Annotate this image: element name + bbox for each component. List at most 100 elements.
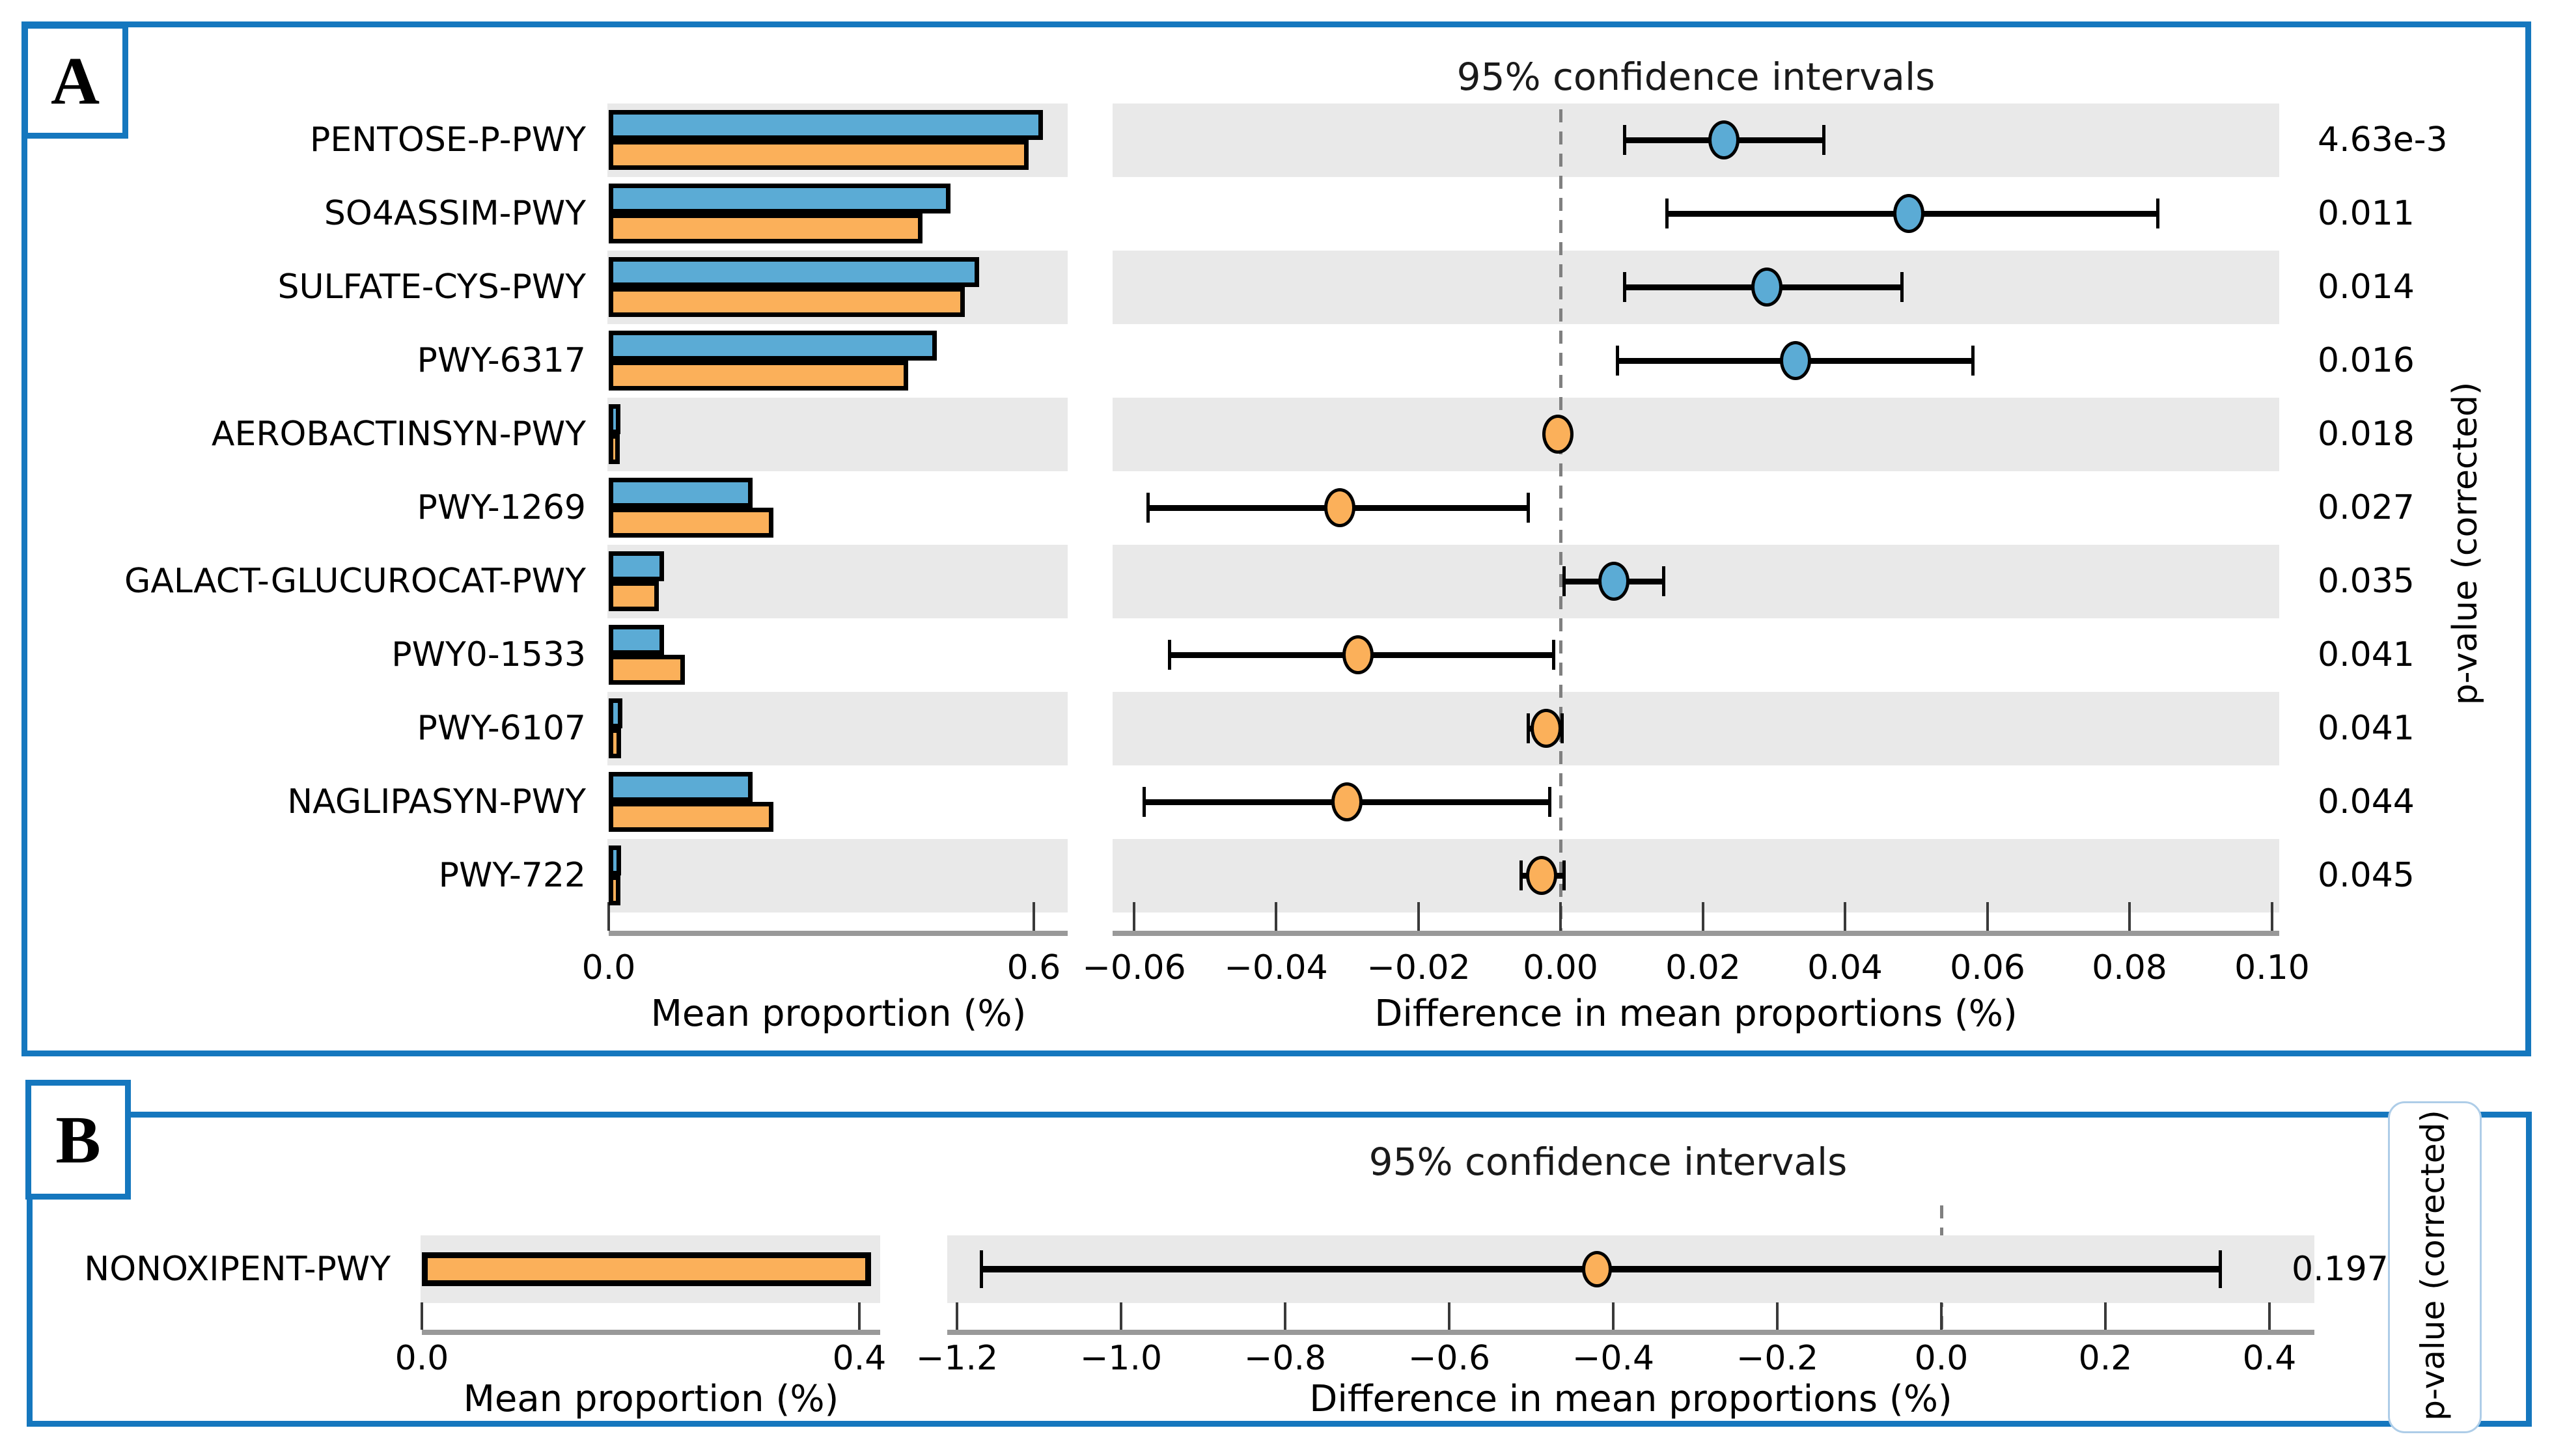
row-label: SULFATE-CYS-PWY	[277, 268, 586, 307]
bar-group1	[609, 698, 622, 728]
ci-dot	[1708, 120, 1740, 159]
ci-cap-low	[1168, 640, 1171, 670]
panel-a-title: 95% confidence intervals	[1456, 55, 1935, 99]
ci-dot	[1331, 782, 1363, 821]
bar-group2	[609, 287, 965, 317]
ci-dot	[1531, 709, 1562, 748]
bar-group1	[609, 331, 937, 361]
ci-cap-low	[1519, 860, 1523, 890]
row-band-bar	[607, 692, 1068, 765]
pvalue: 0.041	[2318, 709, 2415, 748]
x-tick	[1612, 1302, 1615, 1330]
x-tick	[858, 1302, 861, 1330]
ci-cap-high	[1562, 860, 1566, 890]
row-band-diff	[1113, 545, 2279, 618]
bar-group1	[609, 404, 620, 434]
x-tick	[2271, 902, 2273, 931]
ci-cap-low	[1623, 272, 1626, 302]
pvalue: 0.018	[2318, 415, 2415, 454]
pvalue: 0.044	[2318, 782, 2415, 821]
ci-dot	[1893, 194, 1924, 233]
row-label: PWY-6317	[417, 341, 586, 380]
ci-cap-low	[1665, 199, 1669, 228]
x-tick	[1120, 1302, 1122, 1330]
pvalue: 0.197	[2292, 1250, 2389, 1289]
x-tick	[421, 1302, 423, 1330]
panel-a-bar-xlabel: Mean proportion (%)	[650, 993, 1027, 1035]
x-tick	[1776, 1302, 1779, 1330]
ci-cap-high	[2219, 1250, 2222, 1288]
pvalue: 0.041	[2318, 635, 2415, 674]
row-label: GALACT-GLUCUROCAT-PWY	[124, 562, 586, 601]
x-tick-label: −1.0	[1079, 1339, 1163, 1378]
panel-b-bar-xlabel: Mean proportion (%)	[463, 1378, 839, 1420]
x-tick	[607, 902, 610, 931]
row-band-diff	[1113, 839, 2279, 913]
panel-b-label: B	[55, 1102, 101, 1177]
ci-cap-high	[1548, 787, 1551, 817]
bar-group2	[609, 508, 773, 538]
row-band-bar	[607, 839, 1068, 913]
x-tick	[1702, 902, 1704, 931]
x-tick	[2268, 1302, 2271, 1330]
x-tick-label: 0.6	[1006, 948, 1061, 987]
x-tick-label: 0.00	[1523, 948, 1598, 987]
bar-group1	[609, 110, 1043, 140]
x-tick	[1417, 902, 1420, 931]
ci-dot	[1342, 635, 1374, 674]
ci-dot	[1751, 268, 1782, 307]
x-tick	[1033, 902, 1035, 931]
ci-dot	[1598, 562, 1630, 601]
bar-group2	[609, 728, 621, 758]
bar-group2	[609, 875, 620, 905]
x-axis-line	[422, 1330, 880, 1335]
row-band-bar	[607, 545, 1068, 618]
row-label: NAGLIPASYN-PWY	[287, 782, 586, 821]
ci-cap-high	[1971, 346, 1975, 376]
row-label: PWY0-1533	[391, 635, 586, 674]
x-tick	[1133, 902, 1135, 931]
panel-b-border	[27, 1112, 2532, 1427]
x-tick-label: 0.0	[395, 1339, 449, 1378]
ci-cap-low	[1623, 125, 1626, 155]
x-tick-label: 0.2	[2078, 1339, 2133, 1378]
x-tick-label: −0.02	[1366, 948, 1471, 987]
x-tick-label: 0.0	[581, 948, 636, 987]
x-tick-label: −0.06	[1082, 948, 1186, 987]
x-tick-label: 0.08	[2092, 948, 2167, 987]
bar-group1	[609, 845, 621, 875]
bar-group1	[609, 478, 753, 508]
panel-a-border	[21, 21, 2531, 1056]
x-tick-label: 0.4	[832, 1339, 887, 1378]
x-tick-label: 0.06	[1950, 948, 2025, 987]
pvalue: 0.027	[2318, 488, 2415, 527]
x-axis-line	[1113, 931, 2279, 936]
row-band-diff	[1113, 398, 2279, 471]
x-tick	[1275, 902, 1277, 931]
row-label: PWY-722	[438, 856, 586, 895]
row-label: PWY-1269	[417, 488, 586, 527]
pvalue: 0.016	[2318, 341, 2415, 380]
panel-b-pvalue-axis-label: p-value (corrected)	[2414, 1110, 2452, 1421]
x-tick	[1559, 902, 1562, 931]
bar-group1	[609, 551, 664, 581]
ci-cap-low	[1562, 566, 1566, 596]
bar-group2	[609, 434, 620, 464]
x-tick-label: −0.2	[1736, 1339, 1819, 1378]
panel-b-label-box: B	[25, 1080, 131, 1200]
ci-dot	[1780, 341, 1811, 380]
x-tick	[1448, 1302, 1450, 1330]
row-band-diff	[1113, 692, 2279, 765]
panel-a-diff-xlabel: Difference in mean proportions (%)	[1374, 993, 2018, 1035]
zero-dashed-line	[1559, 109, 1562, 936]
x-axis-line	[947, 1330, 2314, 1335]
pvalue: 0.035	[2318, 562, 2415, 601]
bar-group1	[609, 184, 950, 213]
x-tick-label: −1.2	[915, 1339, 999, 1378]
panel-a-label-box: A	[22, 23, 128, 139]
bar-group1	[609, 257, 979, 287]
x-tick-label: 0.4	[2242, 1339, 2297, 1378]
panel-b-diff-xlabel: Difference in mean proportions (%)	[1309, 1378, 1952, 1420]
